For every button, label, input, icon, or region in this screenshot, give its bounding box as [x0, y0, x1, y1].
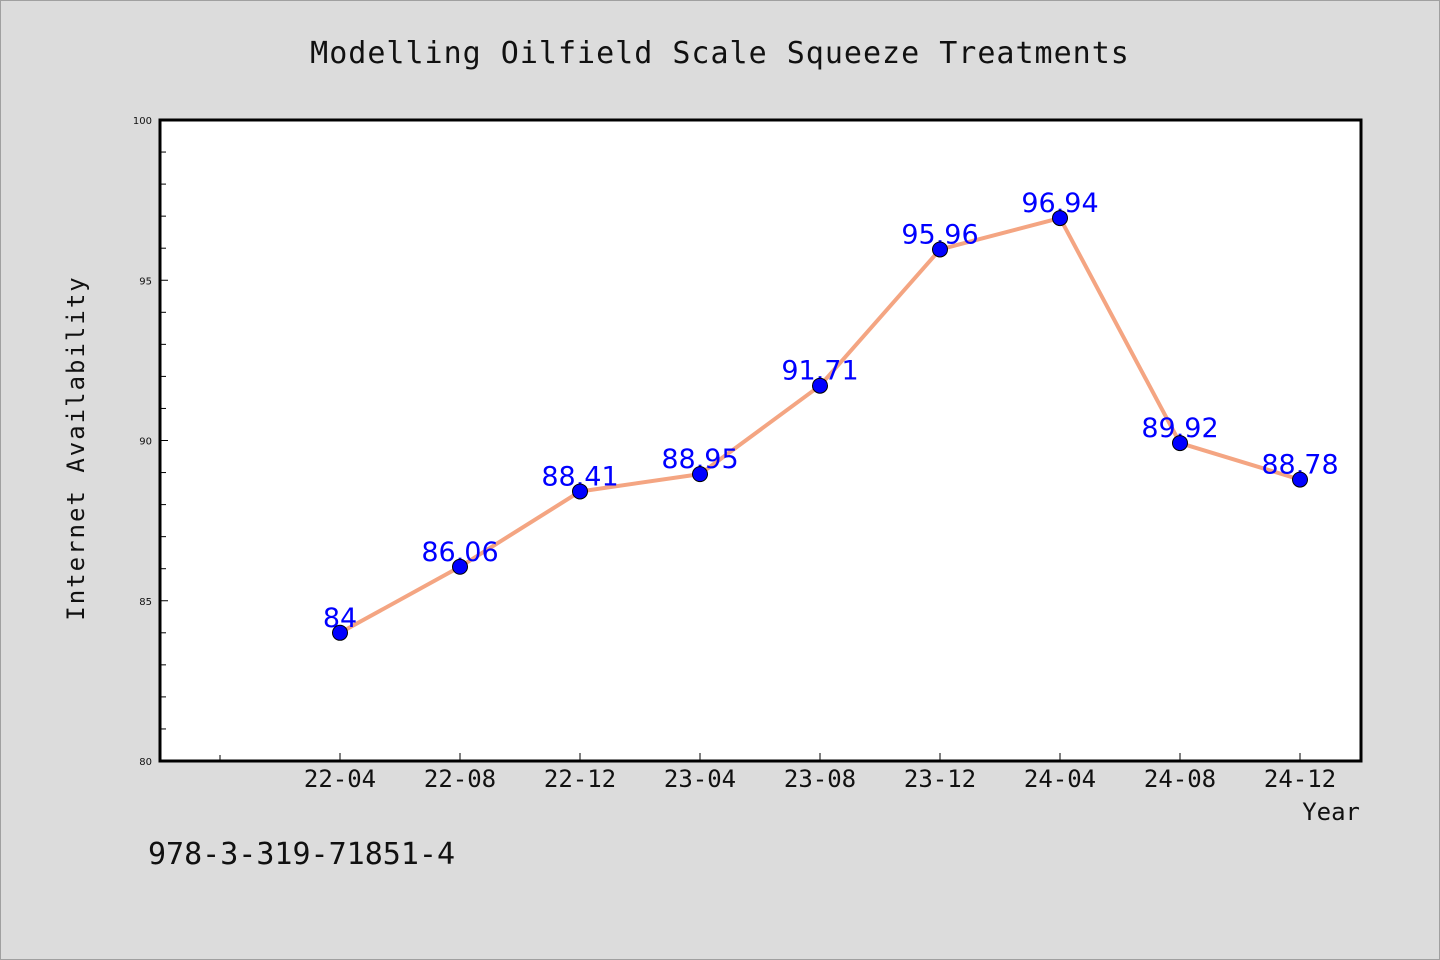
x-tick-label: 24-04 [1024, 765, 1096, 793]
data-point [1172, 435, 1188, 452]
series-group: 8486.0688.4188.9591.7195.9696.9489.9288.… [323, 188, 1339, 641]
data-point [332, 624, 348, 641]
x-axis-label: Year [1302, 798, 1360, 826]
x-axis: 22-04 22-08 22-12 23-04 23-08 23-12 24-04 24-08… [219, 753, 1336, 793]
x-tick-label: 22-08 [424, 765, 496, 793]
x-tick-label: 23-12 [904, 765, 976, 793]
y-tick-label: 85 [139, 597, 152, 608]
y-axis: 80 85 90 95 100 [133, 116, 168, 768]
data-point [1052, 210, 1068, 227]
y-tick-label: 80 [139, 757, 152, 768]
data-point [692, 466, 708, 483]
data-point [812, 377, 828, 394]
x-tick-label: 24-08 [1144, 765, 1216, 793]
x-tick-label: 22-12 [544, 765, 616, 793]
y-tick-label: 100 [133, 116, 152, 127]
y-tick-label: 95 [139, 276, 152, 287]
x-tick-label: 23-04 [664, 765, 736, 793]
x-tick-label: 24-12 [1264, 765, 1336, 793]
data-point [932, 241, 948, 258]
data-point [572, 483, 588, 500]
chart-title: Modelling Oilfield Scale Squeeze Treatme… [310, 36, 1130, 71]
footer-isbn: 978-3-319-71851-4 [148, 837, 455, 872]
x-tick-label: 23-08 [784, 765, 856, 793]
data-point [1292, 471, 1308, 488]
data-point [452, 558, 468, 575]
plot-area [158, 118, 1363, 763]
y-tick-label: 90 [139, 437, 152, 448]
y-axis-label: Internet Availability [62, 275, 90, 620]
x-tick-label: 22-04 [304, 765, 376, 793]
